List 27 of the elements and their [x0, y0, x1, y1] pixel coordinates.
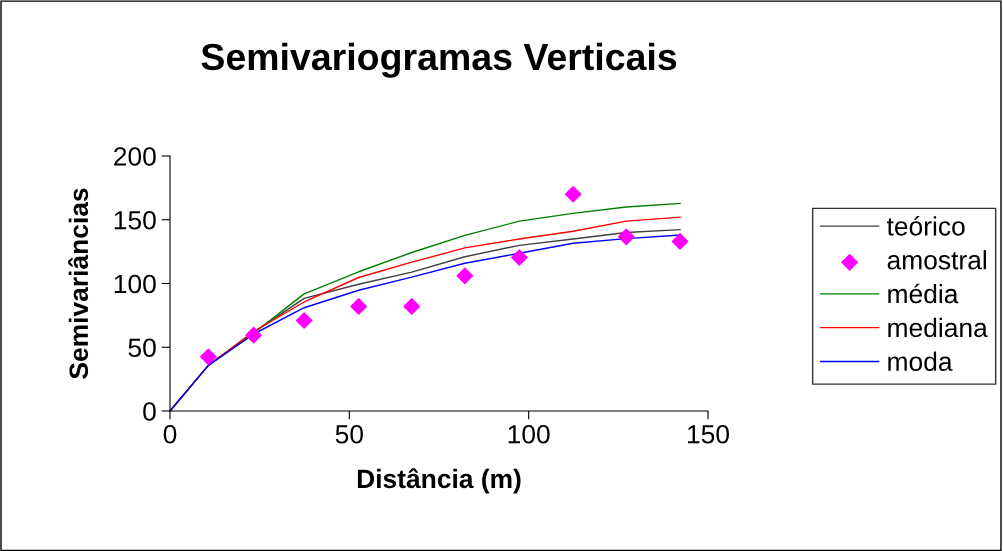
y-axis-title: Semivariâncias [68, 188, 89, 379]
point [403, 298, 421, 315]
x-tick-label: 0 [163, 424, 177, 444]
y-tick-label: 100 [114, 274, 156, 294]
x-tick-label: 50 [335, 424, 363, 444]
legend-label: teórico [886, 215, 965, 236]
y-tick-label: 0 [143, 402, 156, 421]
legend-label: moda [888, 351, 953, 371]
point [245, 326, 262, 344]
legend-label: média [888, 283, 959, 304]
point [350, 298, 367, 315]
point [671, 233, 689, 250]
point [456, 267, 474, 285]
point [200, 348, 217, 366]
point [564, 185, 582, 203]
x-tick-label: 150 [688, 424, 729, 444]
y-tick-label: 200 [114, 147, 156, 166]
legend-label: amostral [887, 250, 986, 270]
legend-label: mediana [888, 317, 988, 338]
point [617, 228, 635, 246]
point [295, 312, 313, 329]
x-axis-title: Distância (m) [357, 468, 521, 494]
y-tick-label: 50 [128, 338, 156, 358]
y-tick-label: 150 [114, 210, 156, 230]
point [511, 249, 528, 266]
chart-title: Semivariogramas Verticais [201, 42, 677, 78]
x-tick-label: 100 [508, 424, 550, 444]
